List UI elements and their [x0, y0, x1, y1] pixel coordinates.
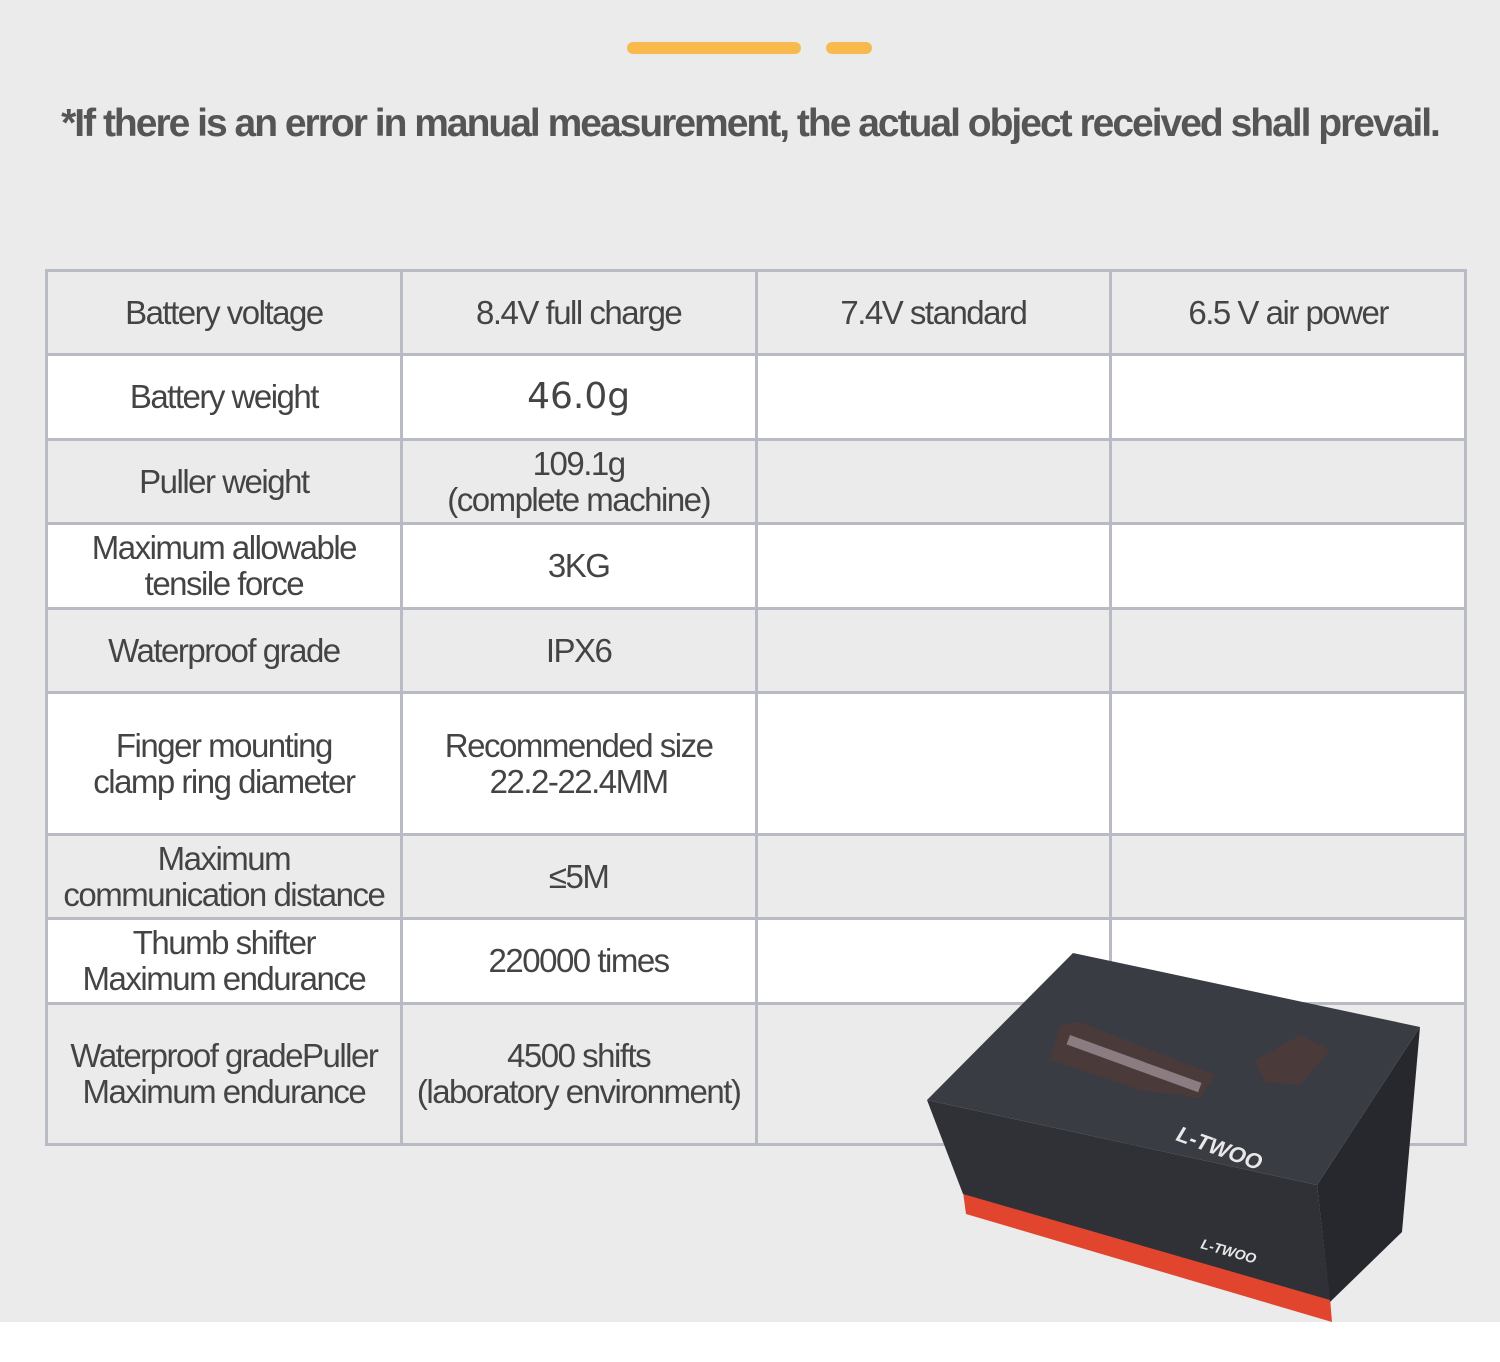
puller-highlight — [1066, 1035, 1202, 1093]
decorative-bar-short — [826, 42, 872, 54]
spec-value: 8.4V full charge — [399, 269, 758, 356]
spec-value — [1109, 917, 1467, 1005]
spec-value — [754, 833, 1113, 920]
spec-value: 3KG — [399, 522, 758, 610]
spec-value — [1109, 353, 1467, 441]
spec-value — [1109, 522, 1467, 610]
spec-value — [754, 607, 1113, 694]
spec-label: Waterproof grade — [45, 607, 403, 694]
spec-value — [754, 522, 1113, 610]
spec-label: Thumb shifter Maximum endurance — [45, 917, 403, 1005]
table-row: Maximum allowable tensile force 3KG — [45, 522, 1467, 610]
table-row: Battery weight 46.0g — [45, 353, 1467, 441]
spec-value — [754, 438, 1113, 525]
table-row: Puller weight 109.1g (complete machine) — [45, 438, 1467, 525]
shifter-picture — [1255, 1035, 1330, 1085]
spec-value — [1109, 607, 1467, 694]
spec-value: 46.0g — [399, 353, 758, 441]
spec-value: 4500 shifts (laboratory environment) — [399, 1002, 758, 1146]
table-row: Waterproof grade IPX6 — [45, 607, 1467, 694]
spec-label: Finger mounting clamp ring diameter — [45, 691, 403, 836]
spec-label: Waterproof gradePuller Maximum endurance — [45, 1002, 403, 1146]
table-row: Maximum communication distance ≤5M — [45, 833, 1467, 920]
spec-value — [1109, 833, 1467, 920]
spec-value: 109.1g (complete machine) — [399, 438, 758, 525]
spec-value: 6.5 V air power — [1109, 269, 1467, 356]
spec-table: Battery voltage 8.4V full charge 7.4V stan… — [45, 269, 1467, 1146]
spec-value — [754, 353, 1113, 441]
table-row: Finger mounting clamp ring diameter Recom… — [45, 691, 1467, 836]
box-front-face — [927, 1100, 1330, 1300]
box-right-face — [1317, 1027, 1420, 1302]
spec-label: Battery voltage — [45, 269, 403, 356]
box-red-stripe — [963, 1192, 1332, 1322]
spec-label: Maximum communication distance — [45, 833, 403, 920]
spec-label: Battery weight — [45, 353, 403, 441]
spec-value — [1109, 691, 1467, 836]
table-row: Battery voltage 8.4V full charge 7.4V stan… — [45, 269, 1467, 356]
spec-label: Puller weight — [45, 438, 403, 525]
spec-value: IPX6 — [399, 607, 758, 694]
spec-value: Recommended size 22.2-22.4MM — [399, 691, 758, 836]
spec-value: 220000 times — [399, 917, 758, 1005]
spec-value — [754, 691, 1113, 836]
spec-value — [1109, 438, 1467, 525]
measurement-notice: *If there is an error in manual measurem… — [61, 102, 1441, 145]
spec-value: 7.4V standard — [754, 269, 1113, 356]
spec-value — [754, 917, 1113, 1005]
spec-value: ≤5M — [399, 833, 758, 920]
table-row: Thumb shifter Maximum endurance 220000 ti… — [45, 917, 1467, 1005]
spec-label: Maximum allowable tensile force — [45, 522, 403, 610]
decorative-bar — [627, 42, 801, 54]
